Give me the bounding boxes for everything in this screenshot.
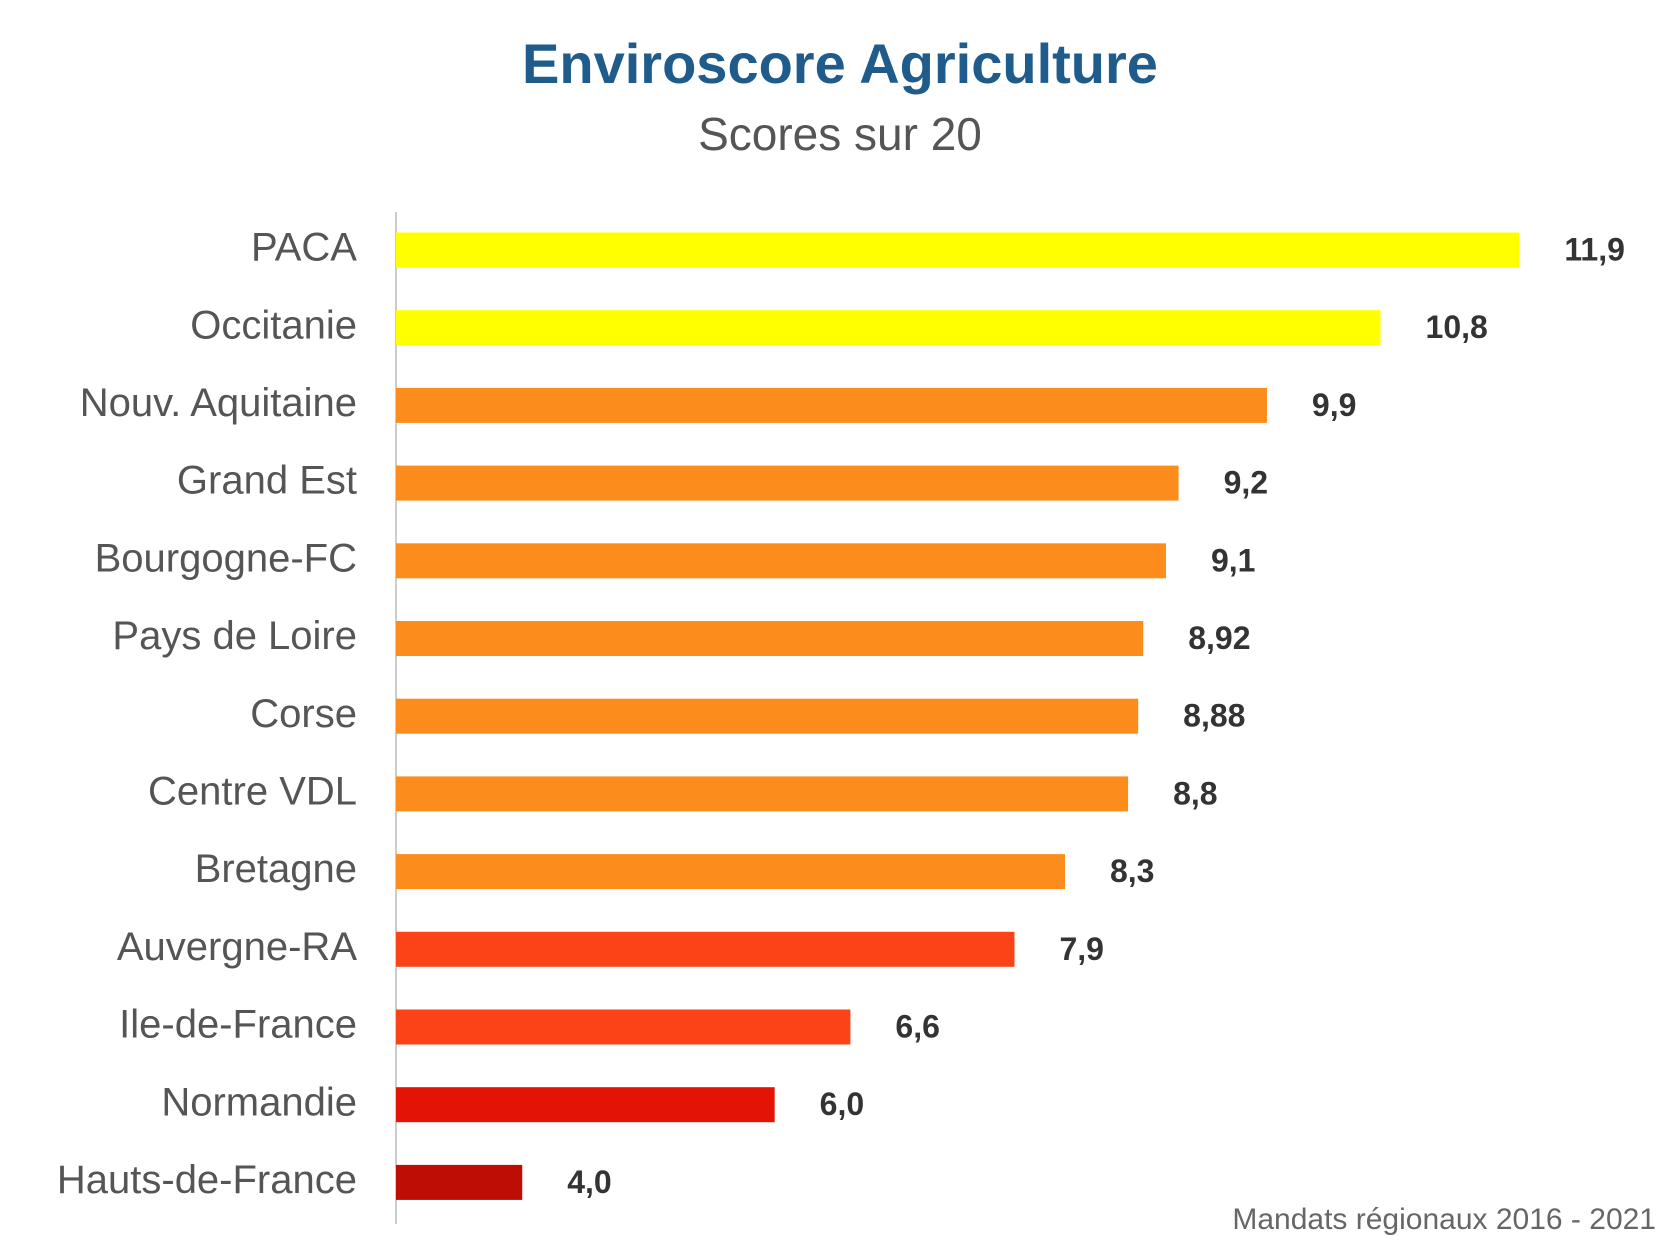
category-label: Pays de Loire xyxy=(112,614,357,658)
bar xyxy=(396,1087,775,1123)
value-label: 4,0 xyxy=(567,1164,611,1200)
category-label: Normandie xyxy=(161,1080,357,1124)
category-label: Grand Est xyxy=(177,459,357,503)
category-label: Hauts-de-France xyxy=(57,1158,357,1202)
value-label: 6,6 xyxy=(895,1008,939,1044)
bar xyxy=(396,854,1065,890)
category-label: Centre VDL xyxy=(148,769,357,813)
category-label: Auvergne-RA xyxy=(117,925,357,969)
category-label: Ile-de-France xyxy=(119,1003,357,1047)
value-label: 11,9 xyxy=(1564,231,1625,267)
bar xyxy=(396,465,1179,501)
bar xyxy=(396,543,1166,579)
chart-subtitle: Scores sur 20 xyxy=(698,108,982,160)
value-label: 8,3 xyxy=(1110,853,1154,889)
value-label: 8,88 xyxy=(1183,698,1245,734)
value-label: 8,92 xyxy=(1188,620,1250,656)
bar xyxy=(396,931,1015,967)
value-label: 8,8 xyxy=(1173,775,1217,811)
chart-title: Enviroscore Agriculture xyxy=(522,32,1158,95)
bar xyxy=(396,1164,523,1200)
bar xyxy=(396,698,1139,734)
value-label: 6,0 xyxy=(820,1086,864,1122)
category-label: Corse xyxy=(250,692,357,736)
value-label: 7,9 xyxy=(1059,931,1103,967)
source-note: Mandats régionaux 2016 - 2021 xyxy=(1232,1203,1656,1236)
category-label: Nouv. Aquitaine xyxy=(80,381,357,425)
bar xyxy=(396,387,1267,423)
value-label: 9,2 xyxy=(1224,465,1268,501)
category-label: Bourgogne-FC xyxy=(95,536,357,580)
bar xyxy=(396,310,1381,346)
bar xyxy=(396,1009,851,1045)
category-label: Occitanie xyxy=(190,303,357,347)
value-label: 9,9 xyxy=(1312,387,1356,423)
bar xyxy=(396,776,1129,812)
bar xyxy=(396,621,1144,656)
category-label: PACA xyxy=(251,226,357,270)
category-label: Bretagne xyxy=(195,847,357,891)
value-label: 9,1 xyxy=(1211,542,1255,578)
bar xyxy=(396,232,1520,268)
value-label: 10,8 xyxy=(1426,309,1488,345)
